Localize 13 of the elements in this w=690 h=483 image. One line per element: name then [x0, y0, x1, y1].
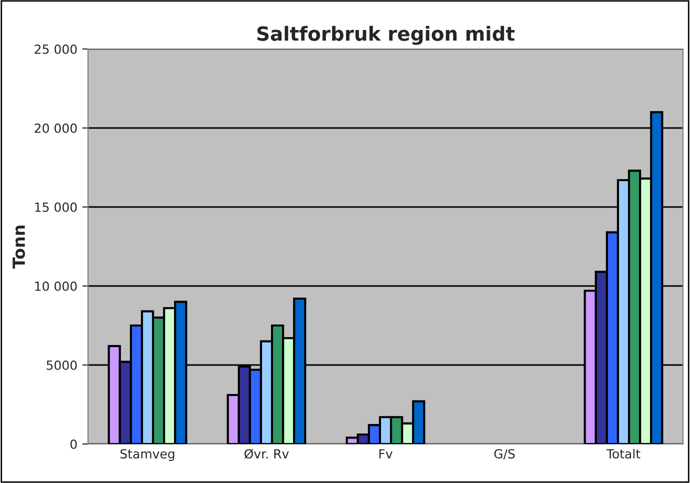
y-tick-label: 5000 [46, 360, 77, 370]
y-tick-label: 20 000 [34, 123, 77, 133]
y-tick-label: 10 000 [35, 281, 77, 291]
y-axis-title: Tonn [12, 226, 26, 269]
chart-title: Saltforbruk region midt [257, 26, 515, 45]
x-tick-label: Øvr. Rv [244, 448, 289, 459]
x-tick-label: Fv [379, 449, 392, 458]
x-tick-label: G/S [494, 449, 515, 460]
x-tick-label: Stamveg [120, 449, 174, 461]
y-tick-label: 25 000 [34, 44, 77, 54]
x-tick-label: Totalt [606, 448, 640, 459]
y-tick-label: 15 000 [35, 202, 77, 212]
y-tick-label: 0 [70, 439, 77, 449]
